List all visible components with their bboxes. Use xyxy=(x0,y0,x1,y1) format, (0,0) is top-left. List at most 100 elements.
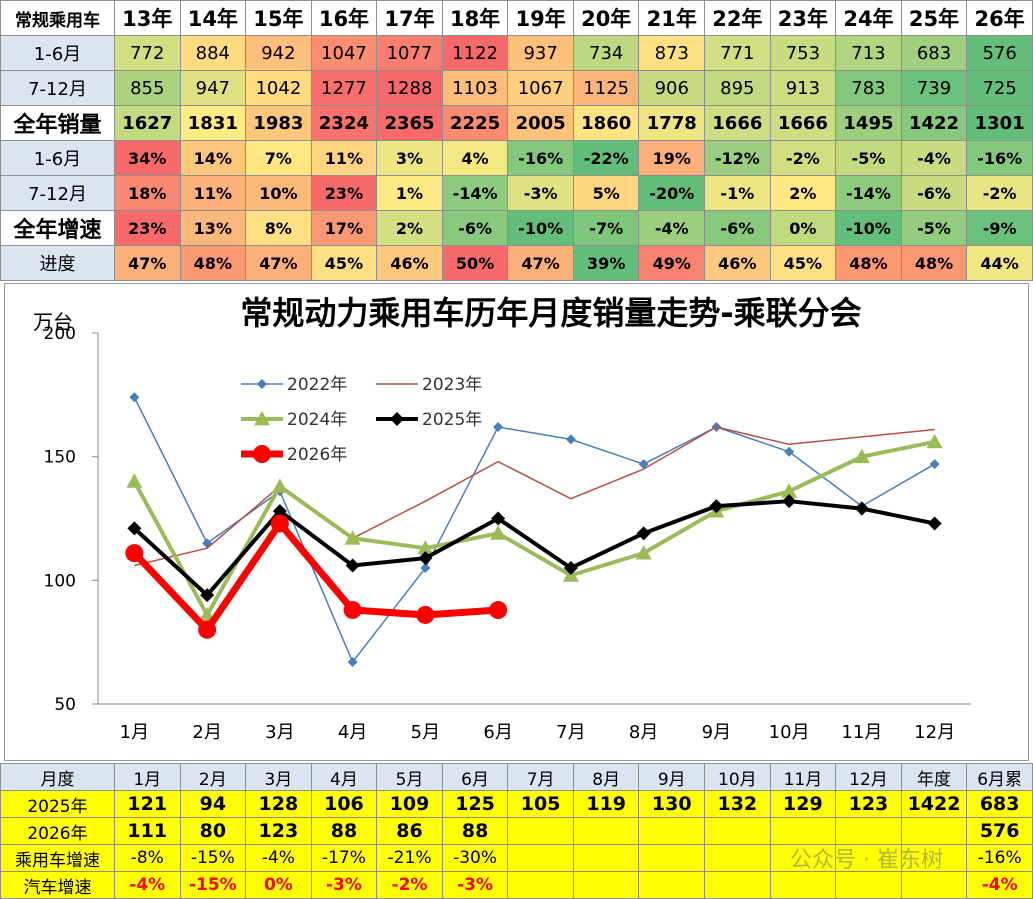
data-cell xyxy=(835,844,902,872)
header-cell: 17年 xyxy=(376,0,443,36)
header-cell: 7月 xyxy=(507,763,574,791)
data-cell: 88 xyxy=(310,817,378,845)
data-cell xyxy=(638,817,706,845)
x-tick-label: 3月 xyxy=(265,722,294,743)
data-cell: -5% xyxy=(835,140,902,176)
header-cell: 6月 xyxy=(441,763,509,791)
point xyxy=(784,446,795,457)
data-cell: 13% xyxy=(179,210,247,246)
point xyxy=(854,501,869,516)
data-cell: 0% xyxy=(245,871,312,899)
data-cell xyxy=(835,817,902,845)
point xyxy=(202,538,213,549)
series-line xyxy=(134,426,935,567)
data-cell: 1077 xyxy=(376,35,443,71)
data-cell: -9% xyxy=(966,210,1033,246)
point xyxy=(853,448,870,464)
y-tick-label: 100 xyxy=(44,571,76,591)
data-cell: 80 xyxy=(179,817,247,845)
data-cell: 48% xyxy=(179,245,247,281)
data-cell: 23% xyxy=(113,210,181,246)
point xyxy=(635,545,652,560)
data-cell: 109 xyxy=(376,790,443,818)
legend-marker xyxy=(254,411,270,426)
data-cell: -2% xyxy=(376,871,443,899)
header-cell: 1月 xyxy=(113,763,181,791)
header-cell: 11月 xyxy=(769,763,837,791)
data-cell: -15% xyxy=(179,844,247,872)
point xyxy=(636,526,651,541)
data-cell: 2365 xyxy=(376,105,443,141)
point xyxy=(126,473,143,488)
series-line xyxy=(133,499,936,598)
data-cell: 1122 xyxy=(441,35,509,71)
row-label: 全年销量 xyxy=(0,105,115,141)
data-cell: 734 xyxy=(572,35,640,71)
row-label: 2025年 xyxy=(0,790,115,818)
data-cell: 3% xyxy=(376,140,443,176)
row-label: 乘用车增速 xyxy=(0,844,115,872)
point xyxy=(490,525,507,540)
data-cell: -5% xyxy=(900,210,968,246)
data-cell xyxy=(638,844,706,872)
header-cell: 22年 xyxy=(704,0,771,36)
x-tick-label: 6月 xyxy=(483,722,512,743)
data-cell: 913 xyxy=(769,70,837,106)
row-label: 1-6月 xyxy=(0,35,115,71)
data-cell: -16% xyxy=(507,140,574,176)
data-cell xyxy=(769,844,837,872)
data-cell: 855 xyxy=(113,70,181,106)
data-cell: -6% xyxy=(704,210,771,246)
header-cell: 年度 xyxy=(900,763,968,791)
legend-marker xyxy=(257,379,267,389)
header-cell: 3月 xyxy=(245,763,312,791)
row-label: 1-6月 xyxy=(0,140,115,176)
data-cell: 86 xyxy=(376,817,443,845)
data-cell: 7% xyxy=(245,140,312,176)
series-line xyxy=(133,396,936,663)
legend-marker xyxy=(253,445,271,463)
data-cell: 1666 xyxy=(704,105,771,141)
data-cell: 1301 xyxy=(966,105,1033,141)
data-cell: 895 xyxy=(704,70,771,106)
x-tick-label: 8月 xyxy=(629,722,658,743)
data-cell: 94 xyxy=(179,790,247,818)
point xyxy=(418,551,433,566)
data-cell: 1422 xyxy=(900,105,968,141)
legend-marker xyxy=(390,412,404,426)
data-cell: 1627 xyxy=(113,105,181,141)
header-cell: 19年 xyxy=(507,0,574,36)
data-cell: 1042 xyxy=(245,70,312,106)
x-tick-label: 11月 xyxy=(841,722,882,743)
point xyxy=(416,605,435,624)
data-cell: -16% xyxy=(966,844,1033,872)
data-cell: 771 xyxy=(704,35,771,71)
point xyxy=(563,560,578,575)
monthly-table: 月度 1月 2月 3月 4月 5月 6月 7月 8月 9月 10月 11月 12月 年度 6月累 2025年 1… xyxy=(0,763,1033,899)
header-cell: 24年 xyxy=(835,0,902,36)
header-cell: 9月 xyxy=(638,763,706,791)
point xyxy=(270,514,289,533)
data-cell: 123 xyxy=(245,817,312,845)
point xyxy=(271,478,288,493)
data-cell xyxy=(900,817,968,845)
header-cell: 5月 xyxy=(376,763,443,791)
data-cell xyxy=(769,817,837,845)
row-label: 全年增速 xyxy=(0,210,115,246)
data-cell: 132 xyxy=(704,790,771,818)
header-cell: 6月累 xyxy=(966,763,1033,791)
header-cell: 8月 xyxy=(572,763,640,791)
point xyxy=(638,459,649,470)
data-cell: -20% xyxy=(638,175,706,211)
data-cell xyxy=(572,871,640,899)
data-cell xyxy=(507,817,574,845)
header-cell: 常规乘用车 xyxy=(0,0,115,36)
data-cell: 1778 xyxy=(638,105,706,141)
header-cell: 10月 xyxy=(704,763,771,791)
data-cell: 1422 xyxy=(900,790,968,818)
data-cell: 125 xyxy=(441,790,509,818)
point xyxy=(200,588,215,603)
legend-label: 2025年 xyxy=(422,410,482,430)
data-cell: 128 xyxy=(245,790,312,818)
point xyxy=(493,421,504,432)
